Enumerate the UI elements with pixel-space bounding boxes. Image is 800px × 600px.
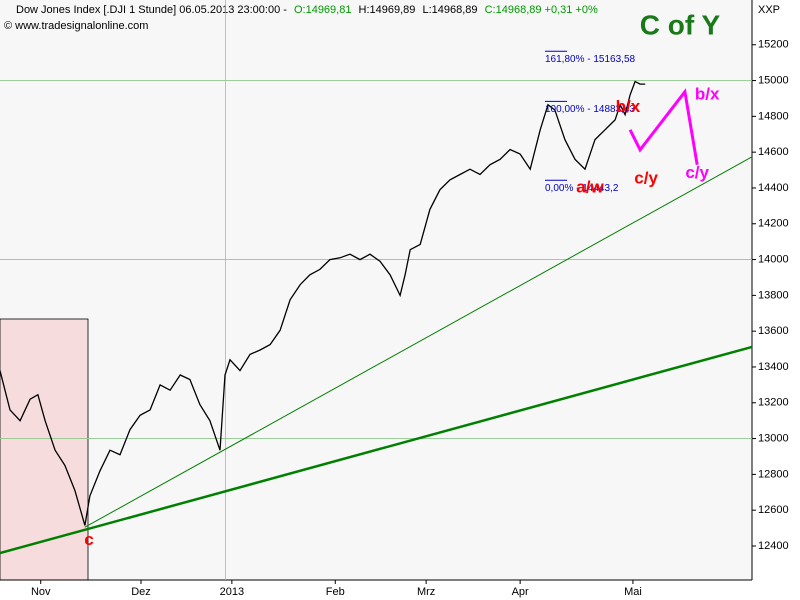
copyright: © www.tradesignalonline.com [4,20,148,32]
wave-label: c/y [634,168,658,187]
y-tick-label: 12600 [758,504,789,516]
y-tick-label: 15000 [758,74,789,86]
wave-label: c/y [685,163,709,182]
header-high: H:14969,89 [359,4,416,16]
x-tick-label: Dez [131,586,151,598]
chart-title: C of Y [640,9,721,40]
y-tick-label: 14200 [758,218,789,230]
y-tick-label: 13000 [758,432,789,444]
plot-background [0,0,752,580]
y-tick-label: 12800 [758,468,789,480]
wave-projection [628,88,699,165]
trendline [84,156,753,528]
x-tick-label: Apr [512,586,529,598]
wave-label: b/x [616,97,641,116]
axis-name: XXP [758,4,780,16]
fib-label: 161,80% - 15163,58 [545,54,636,65]
y-tick-label: 12400 [758,540,789,552]
y-tick-label: 13400 [758,361,789,373]
x-tick-label: Mrz [417,586,435,598]
x-tick-label: Feb [326,586,345,598]
header-low: L:14968,89 [422,4,477,16]
wave-label: c [84,530,93,549]
header-instrument: Dow Jones Index [.DJI 1 Stunde] 06.05.20… [16,4,287,16]
wave-label: a/w [576,177,604,196]
fib-label: 100,00% - 14883,43 [545,104,636,115]
fib-label: 0,00% - 14443,2 [545,183,619,194]
wave-label: b/x [695,84,720,103]
price-line [0,80,646,526]
header-close: C:14968,89 +0,31 +0% [485,4,598,16]
trendline [0,345,753,555]
header: Dow Jones Index [.DJI 1 Stunde] 06.05.20… [16,4,598,16]
header-open: O:14969,81 [294,4,352,16]
y-tick-label: 14000 [758,253,789,265]
x-tick-label: Nov [31,586,51,598]
y-tick-label: 14400 [758,182,789,194]
y-tick-label: 14800 [758,110,789,122]
highlight-box [0,318,89,581]
y-tick-label: 15200 [758,39,789,51]
y-tick-label: 14600 [758,146,789,158]
y-tick-label: 13200 [758,397,789,409]
y-tick-label: 13800 [758,289,789,301]
x-tick-label: Mai [624,586,642,598]
y-tick-label: 13600 [758,325,789,337]
x-tick-label: 2013 [220,586,244,598]
